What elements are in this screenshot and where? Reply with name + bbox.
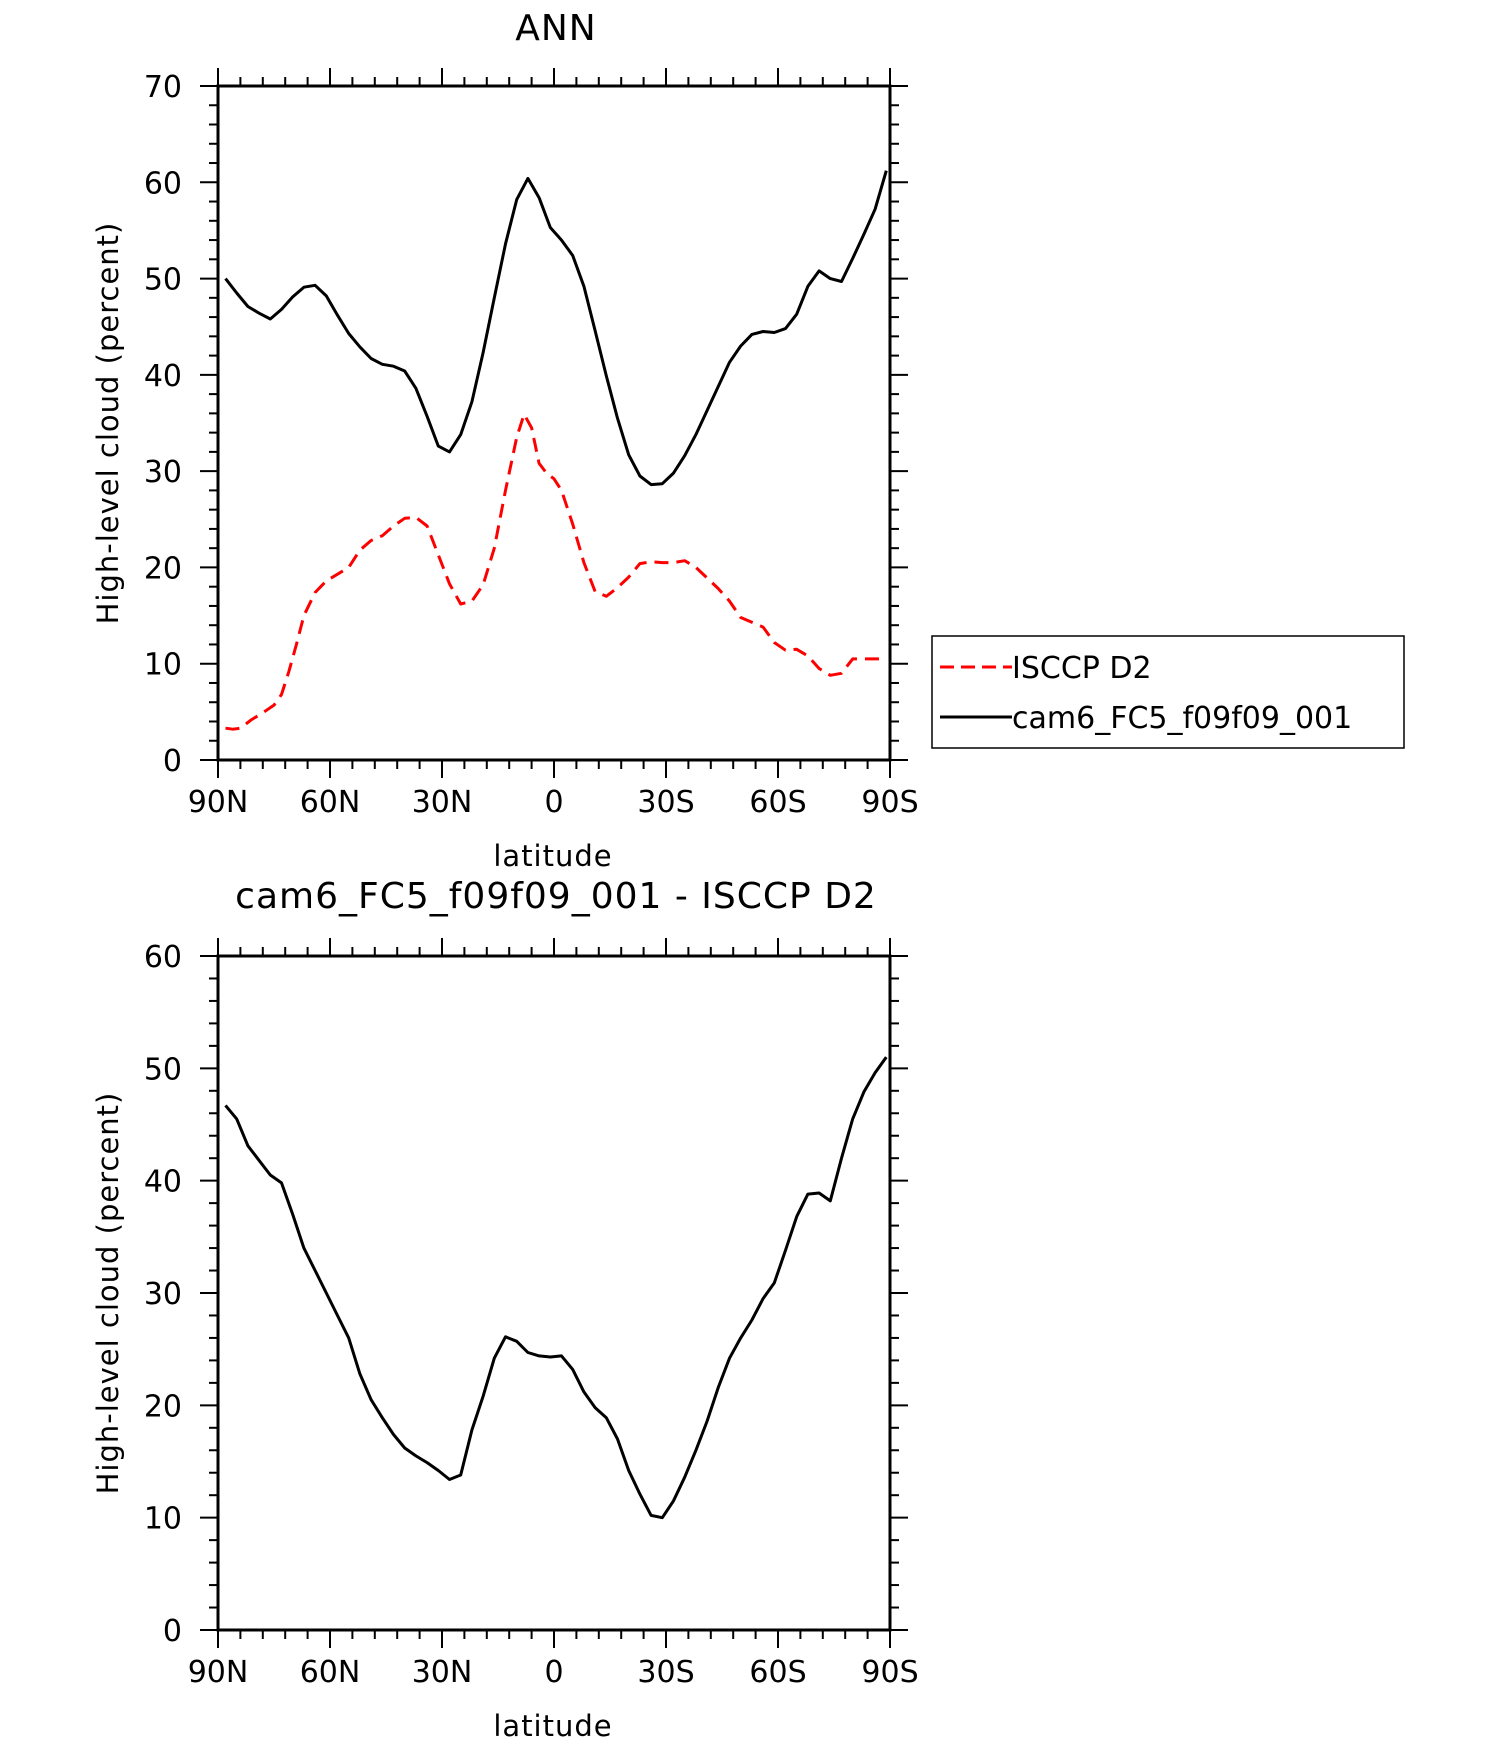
- y-tick-label: 20: [144, 1389, 182, 1424]
- x-tick-label: 30S: [637, 785, 694, 820]
- top-axis-ticks: [200, 68, 908, 778]
- bottom-y-axis-label: High-level cloud (percent): [91, 1092, 125, 1495]
- y-tick-label: 10: [144, 1502, 182, 1537]
- x-tick-label: 90N: [188, 785, 249, 820]
- bottom-chart-title: cam6_FC5_f09f09_001 - ISCCP D2: [235, 876, 877, 917]
- x-tick-label: 60N: [300, 785, 361, 820]
- top-x-tick-labels: 90N 60N 30N 0 30S 60S 90S: [188, 785, 919, 820]
- y-tick-label: 30: [144, 455, 182, 490]
- y-tick-label: 10: [144, 648, 182, 683]
- y-tick-label: 40: [144, 359, 182, 394]
- series-line-isccp-d2: [225, 412, 887, 731]
- x-tick-label: 30S: [637, 1655, 694, 1690]
- x-tick-label: 90S: [861, 785, 918, 820]
- bottom-x-tick-labels: 90N 60N 30N 0 30S 60S 90S: [188, 1655, 919, 1690]
- top-plot-frame: [216, 84, 892, 762]
- y-tick-label: 40: [144, 1165, 182, 1200]
- x-tick-label: 60S: [749, 1655, 806, 1690]
- series-line-cam6-fc5-f09f09-001: [224, 170, 888, 487]
- y-tick-label: 60: [144, 940, 182, 975]
- x-tick-label: 90S: [861, 1655, 918, 1690]
- x-tick-label: 30N: [412, 1655, 473, 1690]
- y-tick-label: 70: [144, 70, 182, 105]
- bottom-series-lines: [224, 1056, 888, 1520]
- y-tick-label: 0: [163, 744, 182, 779]
- bottom-panel: cam6_FC5_f09f09_001 - ISCCP D2 0 10 20 30 40…: [91, 876, 919, 1741]
- y-tick-label: 60: [144, 166, 182, 201]
- top-y-axis-label: High-level cloud (percent): [91, 222, 125, 625]
- bottom-axis-ticks: [200, 938, 908, 1648]
- y-tick-label: 0: [163, 1614, 182, 1649]
- x-tick-label: 90N: [188, 1655, 249, 1690]
- legend-box: [931, 635, 1405, 749]
- series-line-difference: [224, 1056, 888, 1520]
- bottom-y-tick-labels: 0 10 20 30 40 50 60: [144, 940, 182, 1649]
- y-tick-label: 50: [144, 1052, 182, 1087]
- x-tick-label: 30N: [412, 785, 473, 820]
- bottom-plot-frame: [216, 954, 892, 1632]
- bottom-x-axis-label: latitude: [493, 1709, 612, 1741]
- legend: ISCCP D2 cam6_FC5_f09f09_001: [931, 635, 1405, 749]
- legend-label-cam6: cam6_FC5_f09f09_001: [1012, 701, 1352, 736]
- x-tick-label: 60N: [300, 1655, 361, 1690]
- top-series-lines: [224, 170, 888, 731]
- x-tick-label: 0: [544, 1655, 563, 1690]
- y-tick-label: 50: [144, 263, 182, 298]
- y-tick-label: 30: [144, 1277, 182, 1312]
- legend-label-isccp: ISCCP D2: [1012, 651, 1152, 686]
- y-tick-label: 20: [144, 551, 182, 586]
- x-tick-label: 60S: [749, 785, 806, 820]
- top-y-tick-labels: 0 10 20 30 40 50 60 70: [144, 70, 182, 779]
- top-chart-title: ANN: [515, 8, 597, 49]
- x-tick-label: 0: [544, 785, 563, 820]
- top-x-axis-label: latitude: [493, 839, 612, 873]
